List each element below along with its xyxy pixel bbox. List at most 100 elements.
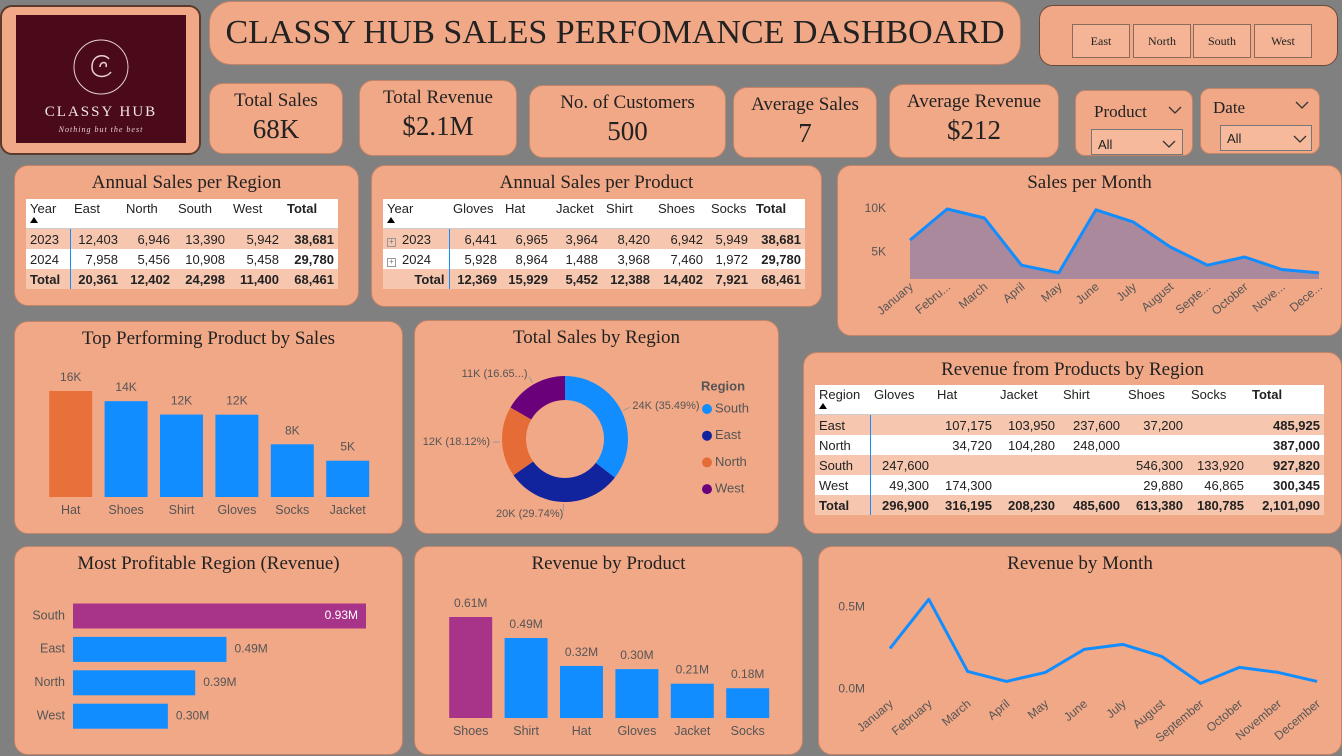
cell-text: 6,942 — [670, 232, 703, 247]
line — [890, 599, 1317, 683]
table-cell: 2023 — [26, 229, 70, 250]
x-tick-label: Shirt — [169, 503, 195, 517]
column-header: West — [229, 199, 283, 229]
cell-text: 107,175 — [945, 418, 992, 433]
x-tick-label: April — [985, 697, 1012, 723]
cell-text: 7,460 — [670, 252, 703, 267]
table-cell — [996, 475, 1059, 495]
table-cell — [1187, 415, 1248, 436]
donut-slice — [565, 376, 628, 478]
table-cell: 68,461 — [283, 269, 338, 289]
table-cell: West — [815, 475, 870, 495]
cell-text: 7,921 — [715, 272, 748, 287]
chevron — [1295, 101, 1309, 109]
bar — [73, 670, 195, 695]
table-cell: 237,600 — [1059, 415, 1124, 436]
table-cell: 11,400 — [229, 269, 283, 289]
column-header: Gloves — [870, 385, 933, 415]
cell-text: 8,964 — [515, 252, 548, 267]
data-label: 0.93M — [325, 608, 358, 622]
table-cell: 5,456 — [122, 249, 174, 269]
header-text: Year — [30, 201, 56, 216]
x-tick-label: Dece... — [1287, 280, 1325, 315]
region-button[interactable]: South — [1193, 24, 1251, 58]
header-text: Shirt — [1063, 387, 1090, 402]
legend-title: Region — [701, 378, 745, 393]
table-title: Annual Sales per Product — [372, 172, 821, 194]
data-label: 0.49M — [509, 617, 542, 631]
chart: 24K (35.49%)20K (29.74%)12K (18.12%)11K … — [415, 321, 780, 535]
table-cell: 107,175 — [933, 415, 996, 436]
cell-text: 3,968 — [617, 252, 650, 267]
x-tick-label: Hat — [572, 724, 592, 738]
cell-text: 927,820 — [1273, 458, 1320, 473]
cell-text: 248,000 — [1073, 438, 1120, 453]
table-cell: East — [815, 415, 870, 436]
leader-line — [529, 377, 532, 383]
table-cell: 546,300 — [1124, 455, 1187, 475]
region-button[interactable]: East — [1072, 24, 1130, 58]
cell-text: 15,929 — [508, 272, 548, 287]
data-label: 16K — [60, 370, 81, 384]
cell-text: 68,461 — [761, 272, 801, 287]
cell-text: 104,280 — [1008, 438, 1055, 453]
table-cell — [1124, 435, 1187, 455]
bar — [73, 704, 168, 729]
header-text: Hat — [937, 387, 957, 402]
table-cell: 316,195 — [933, 495, 996, 515]
table-cell: 2024 — [26, 249, 70, 269]
bar — [271, 444, 314, 497]
cell-text: 6,441 — [464, 232, 497, 247]
cell-text: 2024 — [30, 252, 59, 267]
cell-text: 12,402 — [130, 272, 170, 287]
column-header: Shoes — [654, 199, 707, 229]
dashboard-title: CLASSY HUB SALES PERFOMANCE DASHBOARD — [210, 2, 1020, 64]
table-cell: +2024 — [383, 249, 449, 269]
cell-text: 34,720 — [952, 438, 992, 453]
y-tick-label: 0.5M — [838, 600, 865, 614]
legend-marker — [702, 484, 712, 494]
table-cell — [1059, 475, 1124, 495]
header-text: Total — [287, 201, 317, 216]
table-cell: 10,908 — [174, 249, 229, 269]
kpi-value: 68K — [210, 114, 342, 145]
cell-text: 6,965 — [515, 232, 548, 247]
region-button[interactable]: North — [1133, 24, 1191, 58]
header-text: South — [178, 201, 212, 216]
cell-text: Total — [819, 498, 849, 513]
date-slicer[interactable]: Date All — [1200, 88, 1320, 154]
x-tick-label: Jacket — [674, 724, 711, 738]
table-title: Revenue from Products by Region — [804, 359, 1341, 381]
bar — [160, 415, 203, 497]
product-slicer[interactable]: Product All — [1075, 90, 1193, 156]
region-filter: East North South West — [1039, 5, 1338, 66]
header-text: Jacket — [1000, 387, 1038, 402]
table-cell: 7,958 — [70, 249, 122, 269]
logo-card: CLASSY HUB Nothing but the best — [0, 5, 201, 155]
cell-text: 11,400 — [240, 272, 279, 287]
table-cell: 15,929 — [501, 269, 552, 289]
chart-card: 24K (35.49%)20K (29.74%)12K (18.12%)11K … — [414, 320, 779, 534]
cell-text: 5,942 — [246, 232, 279, 247]
table-cell: 6,942 — [654, 229, 707, 250]
table-cell — [1187, 435, 1248, 455]
x-tick-label: Febru... — [912, 280, 953, 317]
region-button[interactable]: West — [1254, 24, 1312, 58]
column-header: Gloves — [449, 199, 501, 229]
x-tick-label: Septe... — [1173, 280, 1214, 317]
cell-text: 133,920 — [1197, 458, 1244, 473]
y-tick-label: West — [37, 708, 66, 722]
y-tick-label: North — [34, 675, 65, 689]
header-text: West — [233, 201, 262, 216]
bar — [449, 617, 492, 718]
column-header: Socks — [1187, 385, 1248, 415]
table-cell: 29,780 — [752, 249, 805, 269]
